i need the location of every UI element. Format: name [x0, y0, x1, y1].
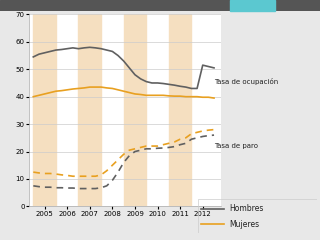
Bar — [78, 14, 101, 206]
Text: Hombres: Hombres — [229, 204, 264, 213]
Text: Tasa de ocupación: Tasa de ocupación — [214, 78, 278, 85]
Bar — [230, 0, 275, 11]
Bar — [124, 14, 146, 206]
Text: Tasa de paro: Tasa de paro — [214, 143, 258, 149]
Bar — [33, 14, 56, 206]
Text: Mujeres: Mujeres — [229, 220, 259, 229]
Bar — [169, 14, 191, 206]
